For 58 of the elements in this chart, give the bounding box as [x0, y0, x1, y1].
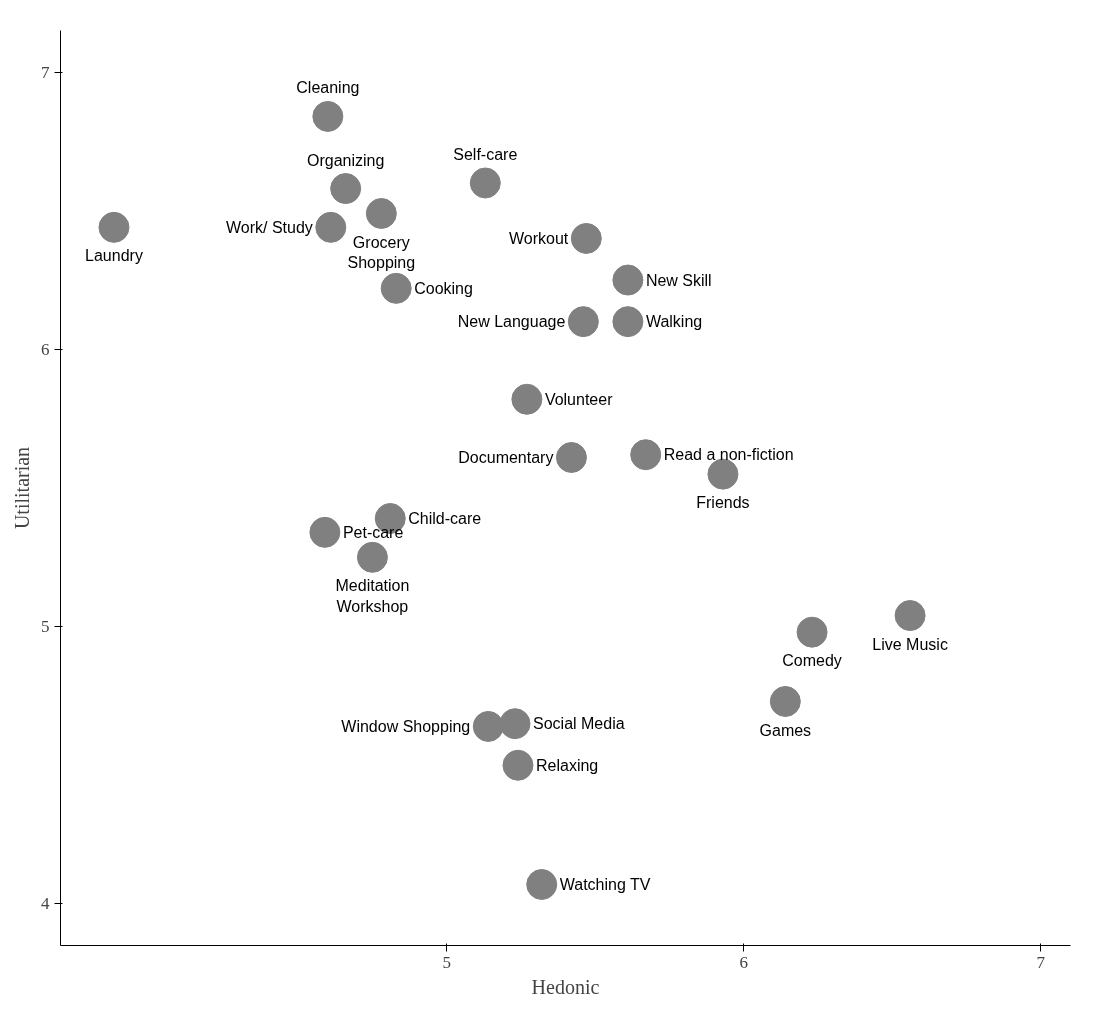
- point: [796, 616, 828, 648]
- annotation: Laundry: [85, 247, 143, 265]
- point: [312, 100, 344, 132]
- y-tick-label: 7: [41, 62, 50, 82]
- x-tick-label: 7: [1036, 952, 1046, 972]
- annotation: Window Shopping: [341, 717, 471, 735]
- annotation: Cleaning: [296, 79, 360, 97]
- point: [502, 749, 534, 781]
- y-tick-label: 5: [41, 617, 50, 637]
- point: [356, 541, 388, 573]
- x-tick-label: 6: [739, 952, 748, 972]
- annotation: Read a non-fiction: [663, 446, 794, 464]
- annotation: New Skill: [645, 271, 712, 289]
- point: [707, 458, 739, 490]
- point: [315, 211, 347, 243]
- annotation: Comedy: [782, 652, 842, 670]
- y-axis-title: Utilitarian: [11, 446, 33, 530]
- point: [570, 222, 602, 254]
- point: [526, 869, 558, 900]
- annotation: Documentary: [458, 449, 554, 466]
- x-axis-title: Hedonic: [531, 975, 600, 998]
- point: [309, 516, 341, 548]
- annotation: Grocery Shopping: [347, 233, 416, 271]
- point: [330, 173, 362, 205]
- point: [769, 686, 801, 717]
- point: [380, 272, 412, 304]
- annotation: Volunteer: [544, 390, 614, 408]
- annotation: New Language: [457, 313, 566, 331]
- annotation: Meditation Workshop: [335, 577, 410, 615]
- point: [472, 710, 504, 742]
- annotation: Child-care: [408, 510, 482, 527]
- y-tick-label: 6: [41, 339, 50, 359]
- annotation: Watching TV: [559, 876, 651, 893]
- annotation: Walking: [645, 313, 703, 331]
- point: [365, 198, 397, 229]
- annotation: Social Media: [533, 715, 625, 733]
- point: [98, 211, 130, 243]
- annotation: Cooking: [414, 279, 473, 297]
- point: [555, 442, 587, 473]
- point: [630, 439, 662, 471]
- annotation: Relaxing: [535, 756, 599, 774]
- point: [612, 264, 644, 296]
- annotation: Workout: [509, 229, 569, 247]
- annotation: Self-care: [453, 146, 518, 163]
- annotation: Work/ Study: [225, 218, 313, 236]
- point: [469, 167, 501, 199]
- x-tick-label: 5: [442, 952, 451, 972]
- point: [499, 708, 531, 740]
- point: [567, 306, 599, 338]
- annotation: Friends: [696, 494, 750, 512]
- point: [612, 306, 644, 338]
- annotation: Pet-care: [342, 523, 404, 541]
- annotation: Games: [759, 721, 812, 739]
- point: [894, 600, 926, 632]
- annotation: Organizing: [306, 151, 385, 169]
- point: [511, 383, 543, 415]
- annotation: Live Music: [872, 635, 948, 653]
- y-tick-label: 4: [41, 894, 50, 914]
